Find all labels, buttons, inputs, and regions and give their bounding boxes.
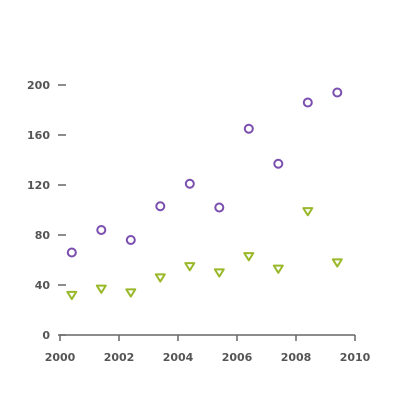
y-tick-label: 200 <box>27 79 50 92</box>
y-tick-label: 0 <box>42 329 50 342</box>
x-tick-label: 2006 <box>222 351 253 364</box>
y-tick-label: 160 <box>27 129 50 142</box>
x-tick-label: 2000 <box>45 351 76 364</box>
data-point-triangle <box>302 207 314 217</box>
data-point-circle <box>155 201 166 212</box>
x-tick-label: 2004 <box>163 351 194 364</box>
data-point-circle <box>302 97 313 108</box>
data-point-triangle <box>243 252 255 262</box>
x-tick-label: 2002 <box>104 351 135 364</box>
data-point-triangle <box>184 262 196 272</box>
data-point-circle <box>214 202 225 213</box>
data-points <box>66 87 343 301</box>
data-point-circle <box>96 225 107 235</box>
data-point-circle <box>243 123 254 134</box>
x-tick-label: 2008 <box>281 351 312 364</box>
data-point-circle <box>66 247 77 258</box>
data-point-triangle <box>66 290 78 301</box>
data-point-circle <box>125 235 136 245</box>
data-point-triangle <box>272 264 284 274</box>
data-point-circle <box>184 178 195 189</box>
axes: 2000 2002 2004 2006 2008 2010 0 40 80 120 160 200 <box>27 79 371 364</box>
x-tick-label: 2010 <box>340 351 371 364</box>
data-point-triangle <box>154 273 166 283</box>
data-point-triangle <box>331 258 343 268</box>
data-point-circle <box>273 158 284 169</box>
y-tick-label: 80 <box>35 229 51 242</box>
data-point-circle <box>332 87 343 98</box>
y-tick-label: 120 <box>27 179 50 192</box>
y-tick-label: 40 <box>35 279 51 292</box>
data-point-triangle <box>125 288 137 298</box>
data-point-triangle <box>95 284 107 294</box>
data-point-triangle <box>213 268 225 278</box>
